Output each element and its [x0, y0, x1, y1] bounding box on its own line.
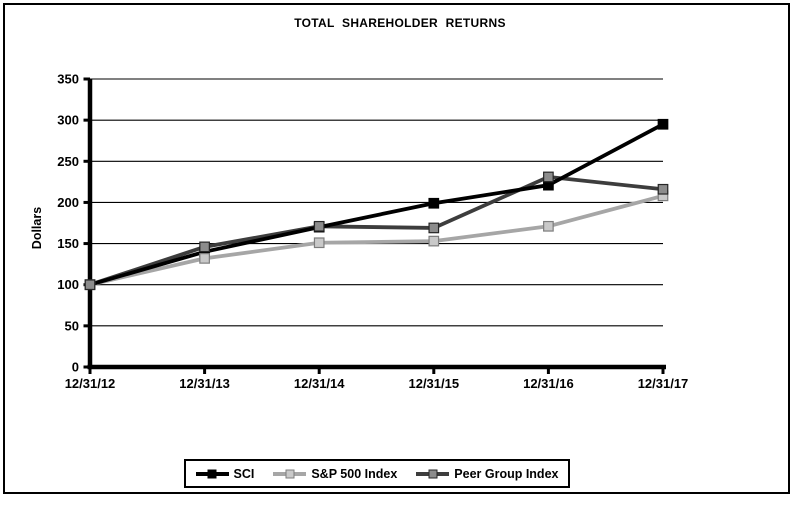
legend-item-peer-group: Peer Group Index — [416, 467, 558, 481]
y-tick-label: 350 — [57, 72, 79, 87]
data-point-sci — [428, 197, 440, 209]
data-point-peer-group — [84, 279, 96, 291]
x-tick-label: 12/31/15 — [408, 376, 459, 391]
x-tick-label: 12/31/14 — [294, 376, 345, 391]
data-point-peer-group — [657, 183, 669, 195]
x-tick-label: 12/31/16 — [523, 376, 574, 391]
peer-group-line-marker-icon — [416, 469, 450, 478]
chart-legend: SCI S&P 500 Index Peer Group Index — [184, 459, 570, 488]
sci-line-marker-icon — [195, 469, 229, 478]
legend-label-sci: SCI — [233, 466, 255, 481]
legend-label-peer-group: Peer Group Index — [454, 466, 559, 481]
x-tick-label: 12/31/13 — [179, 376, 230, 391]
legend-item-sp500: S&P 500 Index — [273, 467, 397, 481]
y-tick-label: 300 — [57, 113, 79, 128]
x-tick-label: 12/31/12 — [65, 376, 116, 391]
page-border-frame — [3, 3, 790, 494]
y-tick-label: 200 — [57, 195, 79, 210]
data-point-sci — [657, 118, 669, 130]
series-line-sci — [89, 122, 664, 287]
data-point-peer-group — [428, 222, 440, 234]
data-point-peer-group — [199, 241, 210, 253]
sp500-line-marker-icon — [273, 469, 307, 478]
series-line-sp500 — [89, 194, 664, 287]
y-tick-label: 0 — [72, 360, 79, 375]
series-line-peer-group — [89, 174, 664, 287]
data-point-peer-group — [313, 220, 325, 232]
data-point-sp500 — [199, 253, 210, 264]
legend-item-sci: SCI — [195, 466, 255, 481]
data-point-sp500 — [428, 235, 440, 247]
y-tick-label: 150 — [57, 236, 79, 251]
y-tick-label: 100 — [57, 277, 79, 292]
data-point-sp500 — [313, 237, 325, 249]
data-point-peer-group — [543, 171, 554, 183]
legend-label-sp500: S&P 500 Index — [311, 466, 398, 481]
y-tick-label: 50 — [65, 318, 79, 333]
y-tick-label: 250 — [57, 154, 79, 169]
data-point-sp500 — [543, 220, 554, 232]
chart-title: TOTAL SHAREHOLDER RETURNS — [294, 16, 506, 30]
x-tick-label: 12/31/17 — [638, 376, 689, 391]
y-axis-title: Dollars — [30, 207, 44, 249]
